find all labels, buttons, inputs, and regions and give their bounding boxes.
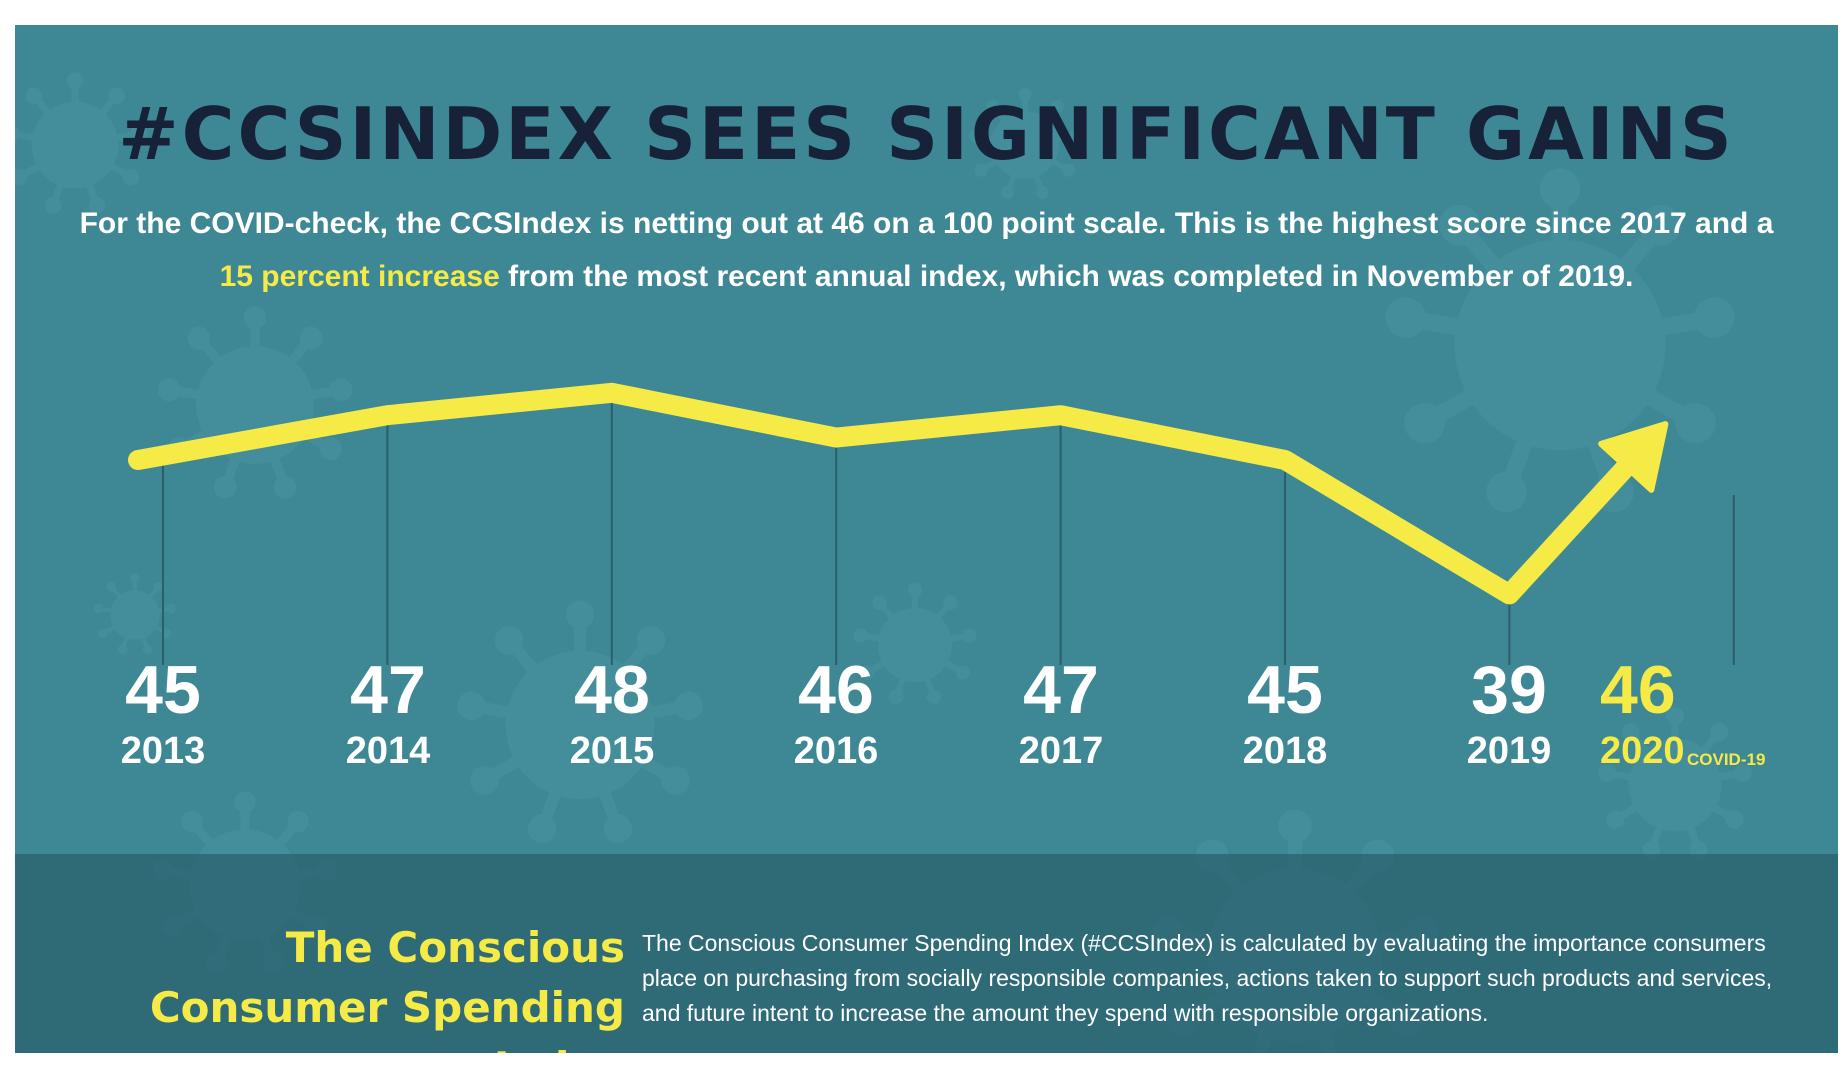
year-label-2018: 2018 xyxy=(1243,730,1328,772)
subtitle: For the COVID-check, the CCSIndex is net… xyxy=(75,197,1778,303)
value-label-2019: 39 xyxy=(1471,652,1547,728)
subtitle-text-end: from the most recent annual index, which… xyxy=(499,260,1634,293)
data-point-2015 xyxy=(610,391,613,394)
data-point-2014 xyxy=(386,414,389,417)
value-label-2016: 46 xyxy=(798,652,874,728)
year-label-2020: 2020 xyxy=(1600,730,1685,772)
subtitle-highlight: 15 percent increase xyxy=(219,260,500,293)
highlight-note: COVID-19 xyxy=(1687,750,1765,769)
footer-title: The Conscious Consumer Spending Index xyxy=(149,923,625,1053)
data-point-2013 xyxy=(137,459,139,461)
value-label-2018: 45 xyxy=(1247,652,1323,728)
line-series xyxy=(128,382,1669,605)
year-label-2014: 2014 xyxy=(346,730,431,772)
headline: #CCSINDEX SEES SIGNIFICANT GAINS xyxy=(118,92,1735,176)
series-line xyxy=(128,382,1650,605)
subtitle-text: For the COVID-check, the CCSIndex is net… xyxy=(79,207,1774,240)
data-point-2020 xyxy=(1659,429,1661,431)
value-label-2013: 45 xyxy=(125,652,201,728)
data-point-2019 xyxy=(1508,593,1511,596)
year-label-2019: 2019 xyxy=(1467,730,1552,772)
data-point-2018 xyxy=(1284,459,1286,461)
value-label-2017: 47 xyxy=(1023,652,1099,728)
year-label-2017: 2017 xyxy=(1019,730,1104,772)
data-labels: 4520134720144820154620164720174520183920… xyxy=(121,652,1766,772)
arrow-head xyxy=(1598,421,1669,493)
line-chart: 4520134720144820154620164720174520183920… xyxy=(121,382,1766,772)
value-label-2014: 47 xyxy=(350,652,426,728)
year-label-2013: 2013 xyxy=(121,730,206,772)
footer-description: The Conscious Consumer Spending Index (#… xyxy=(642,930,1773,1026)
year-label-2016: 2016 xyxy=(794,730,879,772)
infographic: #CCSINDEX SEES SIGNIFICANT GAINS For the… xyxy=(15,25,1838,1053)
guide-lines xyxy=(162,392,1735,665)
footer-panel: The Conscious Consumer Spending Index Th… xyxy=(15,854,1838,1053)
value-label-2020: 46 xyxy=(1600,652,1676,728)
year-label-2015: 2015 xyxy=(570,730,655,772)
data-point-2016 xyxy=(835,436,838,439)
data-point-2017 xyxy=(1059,414,1062,417)
value-label-2015: 48 xyxy=(574,652,650,728)
